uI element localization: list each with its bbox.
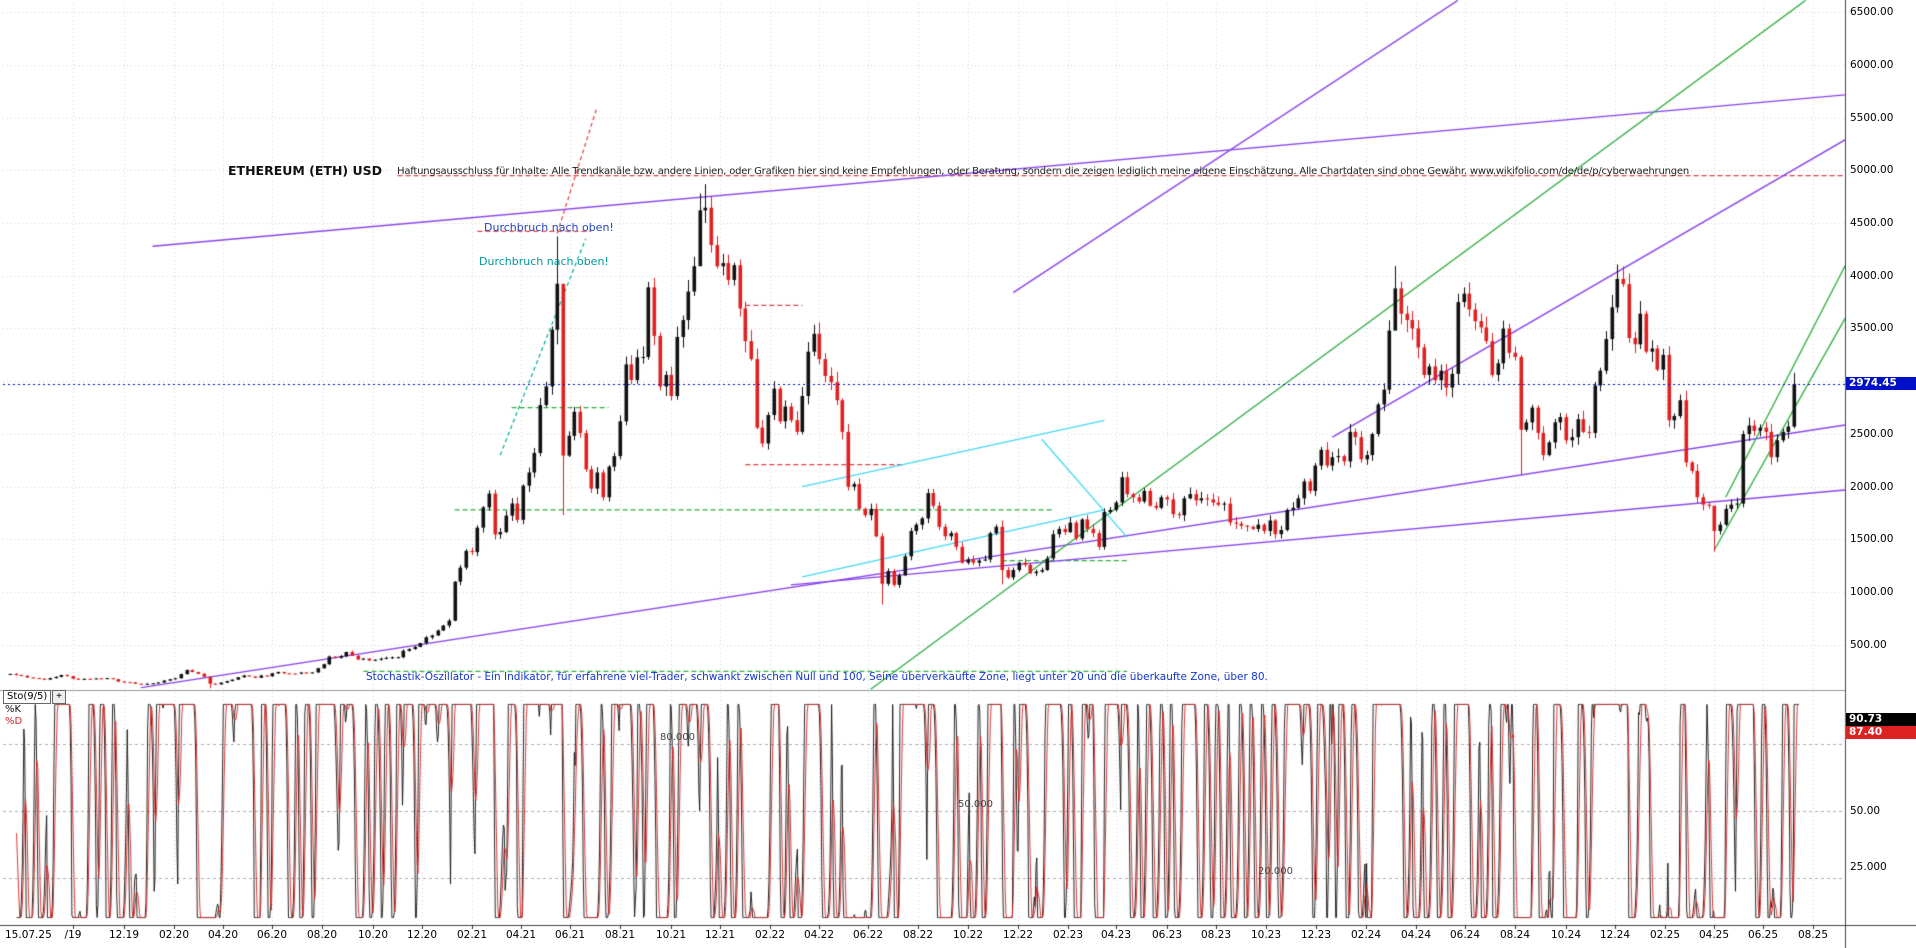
sto-level-label: 50.000 <box>958 799 993 810</box>
price-axis-label: 1500.00 <box>1850 533 1894 545</box>
price-axis-label: 1000.00 <box>1850 586 1894 598</box>
time-axis-label: 04.21 <box>505 929 537 941</box>
sto-k-value-badge: 90.73 <box>1846 713 1916 726</box>
sto-level-label: 20.000 <box>1258 866 1293 877</box>
annotation-breakout-lower: Durchbruch nach oben! <box>479 255 609 268</box>
time-axis-label: 04.24 <box>1400 929 1432 941</box>
sto-level-label: 80.000 <box>660 732 695 743</box>
price-axis-label: 5000.00 <box>1850 164 1894 176</box>
time-axis-label: 06.25 <box>1747 929 1779 941</box>
time-axis-label: 02.22 <box>754 929 786 941</box>
current-price-badge: 2974.45 <box>1846 377 1916 390</box>
time-axis-label: 12.21 <box>704 929 736 941</box>
time-axis-label: 06.23 <box>1151 929 1183 941</box>
price-axis-label: 4000.00 <box>1850 270 1894 282</box>
time-axis-label: 08.20 <box>306 929 338 941</box>
time-axis-label: 04.20 <box>207 929 239 941</box>
sto-d-label: %D <box>5 716 23 727</box>
sto-d-value-badge: 87.40 <box>1846 726 1916 739</box>
sto-k-label: %K <box>5 704 22 715</box>
time-axis-label: 06.21 <box>554 929 586 941</box>
time-axis-label: 12.24 <box>1599 929 1631 941</box>
chart-date-stamp: 15.07.25 <box>5 929 52 941</box>
price-axis-label: 4500.00 <box>1850 217 1894 229</box>
time-axis-label: 12.20 <box>406 929 438 941</box>
time-axis-label: 04.23 <box>1100 929 1132 941</box>
price-axis-label: 3500.00 <box>1850 322 1894 334</box>
time-axis-label: 06.20 <box>256 929 288 941</box>
time-axis-label: 02.23 <box>1052 929 1084 941</box>
time-axis-label: 12.22 <box>1002 929 1034 941</box>
price-axis-label: 5500.00 <box>1850 112 1894 124</box>
annotation-breakout-upper: Durchbruch nach oben! <box>484 221 614 234</box>
time-axis-label: 04.22 <box>803 929 835 941</box>
time-axis-label: 08.24 <box>1499 929 1531 941</box>
price-axis-label: 500.00 <box>1850 639 1887 651</box>
time-axis-label: 06.24 <box>1449 929 1481 941</box>
sto-axis-label: 25.000 <box>1850 861 1887 873</box>
time-axis-label: /19 <box>64 929 82 941</box>
time-axis-label: 04.25 <box>1698 929 1730 941</box>
price-axis-label: 2500.00 <box>1850 428 1894 440</box>
time-axis-label: 12.23 <box>1300 929 1332 941</box>
time-axis-label: 02.25 <box>1649 929 1681 941</box>
time-axis-label: 02.24 <box>1350 929 1382 941</box>
time-axis-label: 02.21 <box>456 929 488 941</box>
chart-title: ETHEREUM (ETH) USD <box>228 163 383 178</box>
time-axis-label: 08.22 <box>902 929 934 941</box>
price-axis-label: 2000.00 <box>1850 481 1894 493</box>
time-axis-label: 10.20 <box>357 929 389 941</box>
price-axis-label: 6000.00 <box>1850 59 1894 71</box>
sto-expand-button[interactable]: + <box>52 690 66 704</box>
time-axis-label: 10.22 <box>952 929 984 941</box>
sto-axis-label: 50.00 <box>1850 805 1881 817</box>
time-axis-label: 10.23 <box>1250 929 1282 941</box>
disclaimer-text: Haftungsausschluss für Inhalte: Alle Tre… <box>397 166 1689 177</box>
time-axis-label: 12.19 <box>108 929 140 941</box>
time-axis-label: 02.20 <box>158 929 190 941</box>
time-axis-label: 10.21 <box>655 929 687 941</box>
time-axis-label: 10.24 <box>1550 929 1582 941</box>
sto-indicator-label[interactable]: Sto(9/5) <box>3 690 52 704</box>
time-axis-label: 08.25 <box>1797 929 1829 941</box>
time-axis-label: 06.22 <box>852 929 884 941</box>
time-axis-label: 08.23 <box>1200 929 1232 941</box>
stochastic-description: Stochastik-Oszillator - Ein Indikator, f… <box>366 671 1268 683</box>
time-axis-label: 08.21 <box>604 929 636 941</box>
price-axis-label: 6500.00 <box>1850 6 1894 18</box>
